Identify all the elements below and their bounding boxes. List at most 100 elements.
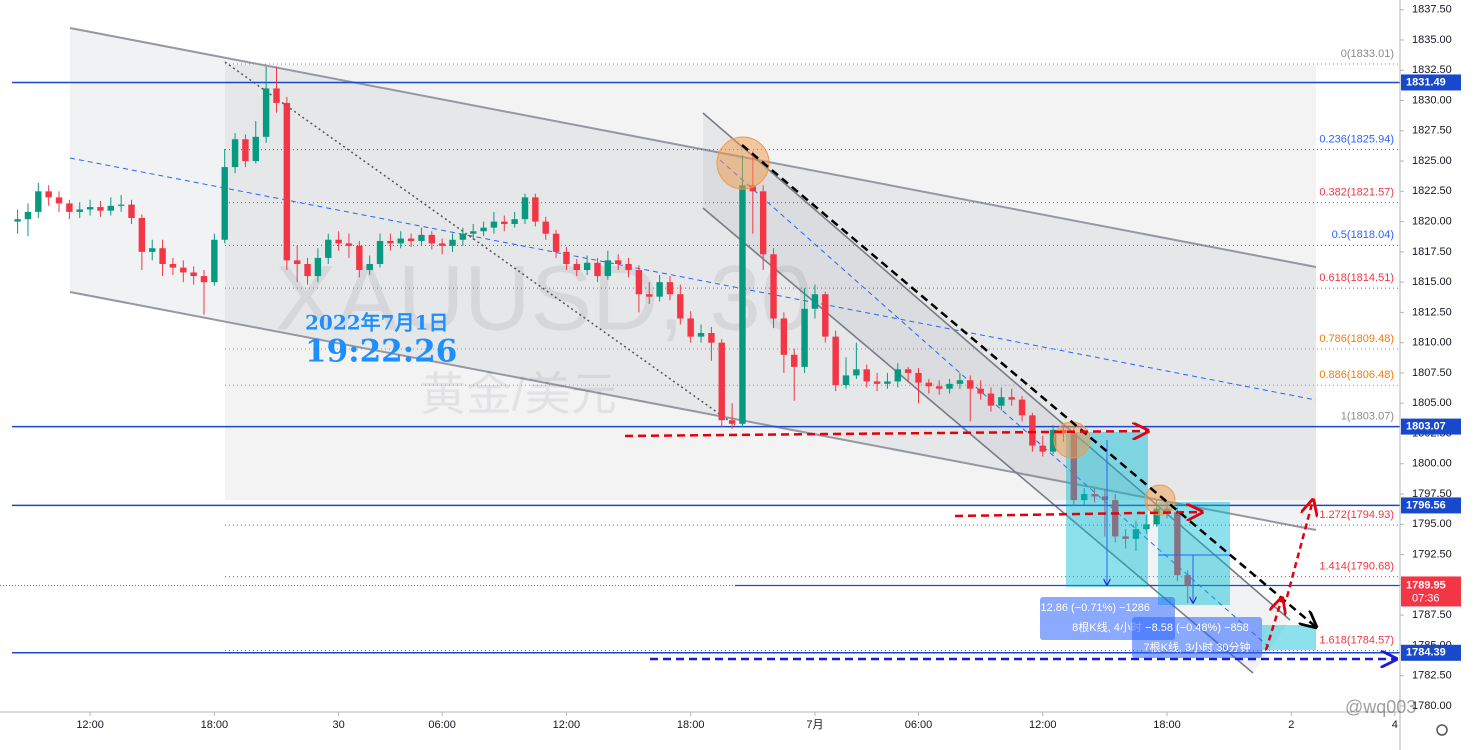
candle-body (666, 282, 674, 295)
candle-body (459, 233, 467, 240)
overlay-time: 19:22:26 (305, 334, 457, 370)
name-watermark: 黄金/美元 (420, 368, 617, 420)
candle-body (739, 185, 746, 424)
measure-bars: 7根K线, 3小时 30分钟 (1144, 640, 1251, 654)
channel-line (69, 27, 1317, 268)
candle-body (594, 262, 601, 277)
candle-body (387, 240, 394, 244)
candle-body (314, 257, 322, 277)
trend-arrow (741, 144, 1316, 627)
price-label: 1784.39 (1406, 647, 1446, 659)
y-tick-label: 1817.50 (1412, 246, 1452, 258)
settings-icon[interactable] (1436, 724, 1448, 736)
price-axis-bg (1400, 0, 1476, 750)
y-tick-label: 1800.00 (1412, 458, 1452, 470)
y-tick-label: 1782.50 (1412, 670, 1452, 682)
candle-body (1122, 536, 1129, 539)
y-tick-label: 1820.00 (1412, 215, 1452, 227)
candle-body (180, 267, 187, 273)
candle-body (780, 318, 788, 355)
candle-body (293, 260, 301, 264)
candle-body (211, 239, 218, 283)
candle-body (14, 219, 21, 222)
candle-body (1101, 496, 1109, 501)
y-tick-label: 1815.00 (1412, 276, 1452, 288)
channel-mid (69, 157, 1317, 401)
fib-label: 0(1833.01) (1341, 48, 1394, 60)
highlight-circle (716, 136, 770, 190)
candle-body (904, 369, 912, 373)
candle-body (1080, 494, 1088, 501)
y-tick-label: 1805.00 (1412, 397, 1452, 409)
candle-body (345, 243, 353, 246)
candle-body (231, 139, 239, 168)
candle-body (283, 102, 291, 261)
candle-body (1112, 500, 1119, 537)
candle-body (169, 263, 177, 268)
x-tick-label: 7月 (806, 719, 823, 731)
y-tick-label: 1832.50 (1412, 64, 1452, 76)
candle-body (86, 207, 94, 210)
candle-body (45, 191, 52, 198)
y-tick-label: 1825.00 (1412, 155, 1452, 167)
candle-body (76, 209, 83, 212)
fib-label: 1.414(1790.68) (1319, 561, 1394, 573)
candle-body (708, 332, 715, 343)
y-tick-label: 1795.00 (1412, 518, 1452, 530)
overlay-date: 2022年7月1日 (305, 311, 449, 335)
price-label-box (1401, 418, 1461, 435)
x-tick-label: 06:00 (905, 719, 933, 731)
candle-body (687, 318, 694, 337)
x-tick-label: 12:00 (76, 719, 104, 731)
candle-body (325, 239, 332, 258)
highlight-circle (1053, 421, 1091, 459)
candle-body (1132, 529, 1140, 539)
x-tick-label: 18:00 (1153, 719, 1181, 731)
candle-body (190, 272, 197, 277)
candle-body (873, 381, 881, 384)
fib-label: 1(1803.07) (1341, 411, 1394, 423)
symbol-watermark: XAUUSD, 30 (275, 247, 812, 349)
fib-label: 1.272(1794.93) (1319, 509, 1394, 521)
candle-body (791, 354, 798, 367)
candle-body (946, 383, 953, 389)
candle-body (625, 263, 632, 271)
candle-body (1143, 524, 1150, 530)
candle-body (521, 197, 529, 220)
candle-body (55, 197, 63, 204)
candle-body (749, 185, 757, 192)
highlight-circle (1144, 484, 1176, 516)
candle-body (863, 369, 870, 382)
candle-body (376, 240, 384, 264)
candle-body (646, 294, 653, 297)
candle-body (117, 204, 125, 206)
candle-body (677, 294, 684, 319)
x-tick-label: 06:00 (428, 719, 456, 731)
range-box (1158, 502, 1230, 605)
last-price-box (1401, 576, 1461, 607)
candle-body (501, 221, 508, 225)
candle-body (604, 260, 612, 277)
price-label-box (1401, 644, 1461, 661)
candle-body (635, 270, 643, 295)
y-tick-label: 1837.50 (1412, 4, 1452, 16)
candle-body (842, 375, 850, 386)
candle-body (542, 221, 549, 234)
candle-body (656, 282, 663, 297)
channel-line (702, 207, 1254, 674)
x-tick-label: 4 (1392, 719, 1398, 731)
fib-label: 0.886(1806.48) (1319, 369, 1394, 381)
candle-body (532, 197, 539, 222)
channel-line (69, 291, 1317, 531)
last-price-label: 1789.95 (1406, 579, 1446, 591)
candle-body (759, 191, 767, 255)
channel-line (702, 112, 1291, 621)
y-tick-label: 1835.00 (1412, 34, 1452, 46)
fib-label: 1.618(1784.57) (1319, 635, 1394, 647)
measure-box (1132, 617, 1262, 658)
candle-body (304, 263, 311, 277)
candle-body (1029, 415, 1036, 446)
fib-label: 0.618(1814.51) (1319, 272, 1394, 284)
candle-body (511, 219, 518, 225)
